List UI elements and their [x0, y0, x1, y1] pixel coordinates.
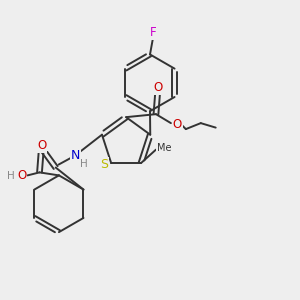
Text: F: F: [150, 26, 157, 39]
Text: Me: Me: [157, 143, 172, 153]
Text: O: O: [17, 169, 26, 182]
Text: O: O: [173, 118, 182, 131]
Text: O: O: [153, 81, 163, 94]
Text: H: H: [80, 159, 88, 169]
Text: S: S: [100, 158, 109, 171]
Text: O: O: [37, 139, 46, 152]
Text: O: O: [38, 137, 47, 150]
Text: N: N: [70, 149, 80, 162]
Text: H: H: [7, 171, 15, 181]
